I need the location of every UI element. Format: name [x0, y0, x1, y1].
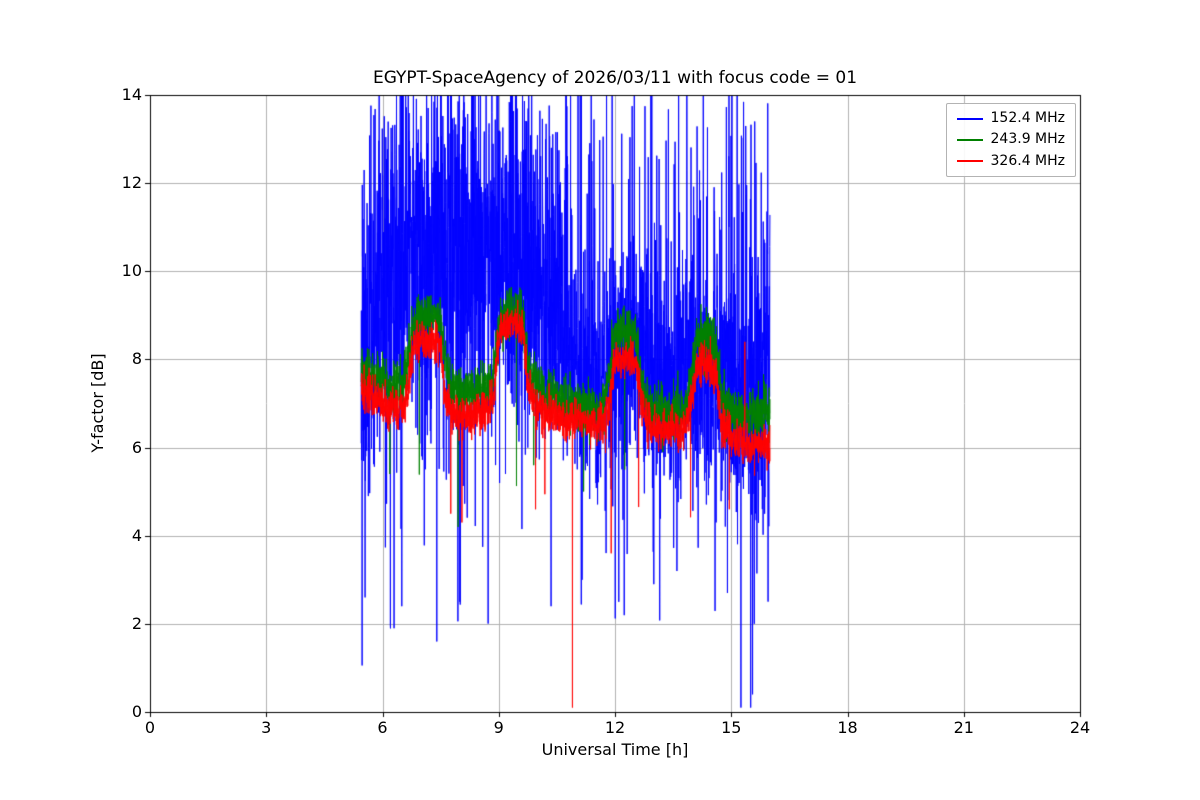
x-tick-label: 6	[377, 718, 388, 737]
legend-entry: 326.4 MHz	[956, 152, 1065, 169]
legend-line-swatch-blue	[956, 117, 983, 120]
x-tick-label: 15	[721, 718, 742, 737]
y-tick-label: 14	[121, 85, 142, 104]
legend-line-swatch-red	[956, 160, 983, 163]
chart-title: EGYPT-SpaceAgency of 2026/03/11 with foc…	[372, 68, 858, 88]
y-tick-label: 12	[121, 173, 142, 193]
x-tick-label: 18	[837, 718, 858, 737]
x-tick-label: 9	[493, 718, 504, 737]
x-tick-label: 0	[144, 718, 156, 737]
legend-label: 152.4 MHz	[990, 110, 1065, 126]
y-tick-label: 6	[131, 437, 142, 457]
x-tick-label: 21	[953, 718, 974, 737]
x-tick-label: 12	[604, 718, 626, 737]
y-tick-label: 10	[121, 261, 142, 281]
y-tick-label: 2	[131, 613, 142, 633]
legend-label: 326.4 MHz	[990, 152, 1065, 169]
x-tick-label: 24	[1069, 718, 1091, 737]
legend-entry: 152.4 MHz	[956, 110, 1065, 126]
legend: 152.4 MHz 243.9 MHz 326.4 MHz	[945, 103, 1076, 178]
legend-entry: 243.9 MHz	[956, 131, 1065, 148]
legend-label: 243.9 MHz	[990, 131, 1065, 148]
y-tick-label: 8	[131, 349, 142, 369]
legend-line-swatch-green	[956, 139, 983, 142]
x-axis-label: Universal Time [h]	[541, 740, 689, 759]
x-tick-label: 3	[261, 718, 272, 737]
y-tick-label: 4	[131, 525, 142, 545]
y-tick-label: 0	[131, 702, 142, 721]
